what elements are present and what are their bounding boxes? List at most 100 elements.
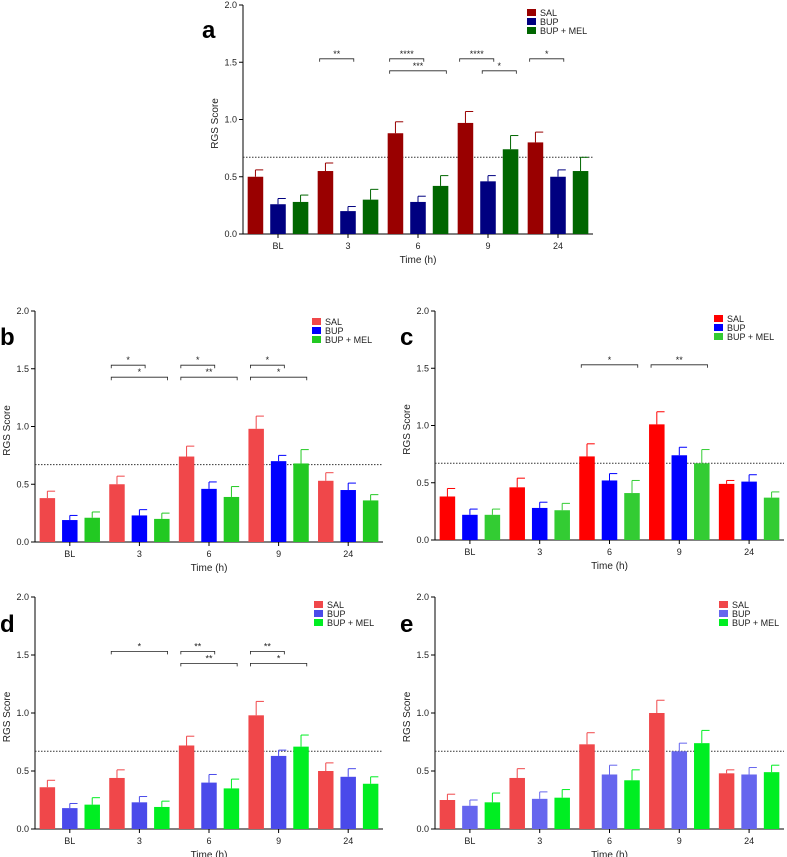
bar <box>410 201 426 234</box>
bar <box>718 483 735 540</box>
significance-label: * <box>277 367 281 377</box>
bar <box>154 518 170 542</box>
significance-bracket <box>580 364 639 368</box>
bar <box>317 171 334 234</box>
x-tick-label: 24 <box>553 241 563 251</box>
x-tick-label: 3 <box>537 547 542 557</box>
legend-label: BUP <box>327 609 346 619</box>
x-tick-label: 9 <box>276 836 281 846</box>
bar <box>109 777 125 829</box>
y-tick-label: 1.5 <box>416 363 429 373</box>
bar <box>439 496 456 540</box>
legend-swatch <box>314 601 323 608</box>
bar <box>39 787 56 829</box>
significance-bracket <box>459 58 495 62</box>
y-axis-label: RGS Score <box>402 404 413 455</box>
bar <box>387 133 404 234</box>
bar <box>340 490 356 542</box>
bar <box>671 455 688 540</box>
significance-bracket <box>110 651 168 655</box>
significance-bracket <box>481 70 517 74</box>
legend-label: SAL <box>727 314 744 324</box>
x-axis-label: Time (h) <box>400 255 437 266</box>
bar <box>293 746 309 829</box>
panel-letter: d <box>0 611 15 638</box>
bar <box>178 456 195 542</box>
significance-bracket <box>389 58 425 62</box>
x-tick-label: 6 <box>206 836 211 846</box>
y-tick-label: 1.5 <box>16 364 29 374</box>
x-tick-label: 24 <box>744 547 754 557</box>
bar <box>671 751 688 829</box>
bar <box>318 771 334 829</box>
bar <box>509 487 525 540</box>
significance-label: * <box>498 61 502 71</box>
y-tick-label: 0.5 <box>416 478 429 488</box>
significance-bracket <box>250 376 308 381</box>
legend-swatch <box>527 9 536 16</box>
y-tick-label: 2.0 <box>416 306 429 316</box>
significance-bracket <box>110 364 146 369</box>
legend-label: SAL <box>540 8 557 18</box>
panel-c: c 0.0 0.5 1.0 1.5 2.0 RGS Score BL 3 6 9 24 Time (h)… <box>400 306 784 572</box>
bar <box>718 773 735 829</box>
legend-label: SAL <box>732 600 749 610</box>
y-tick-label: 1.5 <box>224 57 237 67</box>
y-tick-label: 0.5 <box>16 479 29 489</box>
bar <box>84 804 100 829</box>
bar <box>579 456 595 540</box>
significance-label: ** <box>333 49 341 59</box>
legend-swatch <box>314 619 323 626</box>
bar <box>462 514 478 540</box>
bar <box>248 715 264 829</box>
bar <box>694 463 710 540</box>
bar <box>484 514 501 540</box>
bar <box>484 802 501 829</box>
bar <box>39 498 56 542</box>
significance-bracket <box>389 70 447 74</box>
legend-label: BUP + MEL <box>732 618 779 628</box>
legend-swatch <box>527 18 536 25</box>
y-tick-label: 0.5 <box>416 766 429 776</box>
legend-swatch <box>719 601 728 608</box>
x-tick-label: BL <box>464 836 475 846</box>
significance-bracket <box>250 364 285 369</box>
x-tick-label: BL <box>64 549 75 559</box>
bar <box>649 424 665 540</box>
significance-label: ** <box>205 367 213 377</box>
significance-label: * <box>126 355 130 365</box>
legend-swatch <box>719 610 728 617</box>
x-axis-label: Time (h) <box>191 850 228 857</box>
x-tick-label: 3 <box>537 836 542 846</box>
bar <box>531 798 548 829</box>
bar <box>462 805 478 829</box>
legend-swatch <box>527 27 536 34</box>
legend-label: BUP <box>325 326 344 336</box>
significance-bracket <box>250 663 308 667</box>
x-tick-label: 6 <box>607 547 612 557</box>
x-tick-label: 6 <box>415 241 420 251</box>
significance-bracket <box>319 58 355 62</box>
legend-swatch <box>312 327 321 334</box>
y-tick-label: 1.0 <box>416 708 429 718</box>
legend-label: BUP + MEL <box>327 618 374 628</box>
bar <box>292 201 309 234</box>
bar <box>62 520 78 542</box>
bar <box>439 800 456 829</box>
bar <box>248 428 264 542</box>
x-tick-label: 9 <box>485 241 490 251</box>
bar <box>554 510 570 540</box>
bar <box>84 517 100 542</box>
significance-label: ** <box>194 641 202 651</box>
significance-bracket <box>250 651 285 655</box>
y-tick-label: 0.0 <box>16 537 29 547</box>
significance-label: * <box>608 355 612 365</box>
bar <box>457 122 474 234</box>
bar <box>109 484 125 542</box>
y-tick-label: 1.5 <box>16 650 29 660</box>
bar <box>649 713 665 829</box>
x-tick-label: 3 <box>345 241 350 251</box>
y-tick-label: 1.5 <box>416 650 429 660</box>
bar <box>270 204 286 234</box>
